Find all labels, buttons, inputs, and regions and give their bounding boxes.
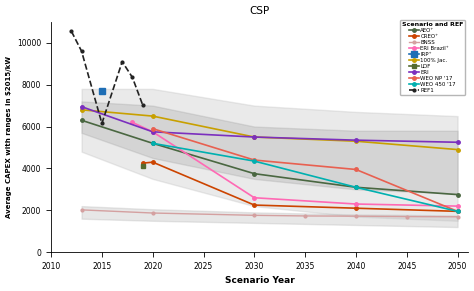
X-axis label: Scenario Year: Scenario Year <box>225 276 294 285</box>
Legend: AEO⁺, CREO⁺, BNSS, ERI Brazil⁺, IRP⁺, 100% Jac., LDF, ERI, WEO NP '17, WEO 450 ': AEO⁺, CREO⁺, BNSS, ERI Brazil⁺, IRP⁺, 10… <box>400 20 465 95</box>
Title: CSP: CSP <box>249 6 270 15</box>
Y-axis label: Average CAPEX with ranges in $2015/kW: Average CAPEX with ranges in $2015/kW <box>6 56 11 218</box>
